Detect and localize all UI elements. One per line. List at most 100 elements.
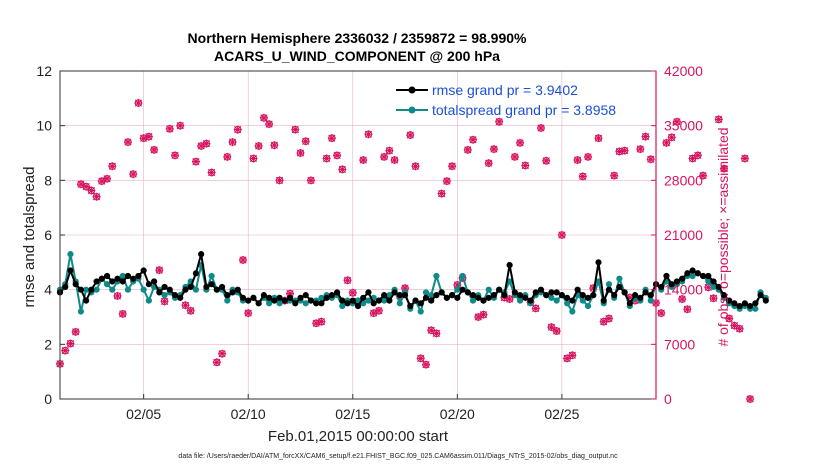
obs-assimilated-point <box>228 138 237 147</box>
rmse-point <box>726 297 733 304</box>
rmse-point <box>673 278 681 285</box>
obs-assimilated-point <box>359 156 368 165</box>
rmse-point <box>527 297 534 304</box>
y2-tick-label: 0 <box>664 391 672 407</box>
obs-assimilated-point <box>641 132 650 141</box>
rmse-point <box>307 297 315 304</box>
y2-tick-label: 28000 <box>664 172 703 188</box>
spread-point <box>83 286 90 293</box>
rmse-point <box>234 286 241 293</box>
rmse-point <box>83 297 90 304</box>
obs-assimilated-point <box>406 131 415 140</box>
obs-assimilated-point <box>197 141 206 150</box>
rmse-point <box>689 267 696 274</box>
rmse-point <box>224 292 231 299</box>
rmse-point <box>611 292 618 299</box>
obs-assimilated-point <box>437 189 446 198</box>
obs-assimilated-point <box>238 255 247 264</box>
rmse-point <box>145 281 152 288</box>
obs-assimilated-point <box>740 154 749 163</box>
obs-assimilated-point <box>291 125 300 134</box>
rmse-point <box>349 297 356 304</box>
rmse-point <box>135 272 142 280</box>
rmse-point <box>449 292 456 299</box>
rmse-point <box>454 294 461 301</box>
rmse-point <box>642 289 649 296</box>
obs-assimilated-point <box>139 134 148 143</box>
obs-assimilated-point <box>730 321 739 330</box>
obs-assimilated-point <box>547 323 556 332</box>
obs-assimilated-point <box>474 313 483 321</box>
spread-point <box>553 297 560 304</box>
obs-assimilated-point <box>521 161 530 170</box>
y-axis-label: rmse and totalspread <box>21 167 38 308</box>
obs-assimilated-point <box>699 171 708 180</box>
y-tick-label: 6 <box>44 227 52 243</box>
obs-assimilated-point <box>223 152 232 161</box>
obs-assimilated-point <box>620 146 629 155</box>
y-tick-label: 4 <box>44 282 52 298</box>
spread-point <box>705 278 712 285</box>
obs-assimilated-point <box>594 134 603 143</box>
obs-assimilated-point <box>207 168 216 177</box>
spread-point <box>752 305 759 312</box>
obs-assimilated-point <box>312 319 321 328</box>
obs-assimilated-point <box>202 139 211 148</box>
y-tick-label: 0 <box>44 391 52 407</box>
obs-assimilated-point <box>746 395 755 403</box>
y-axis-right: 0 7000 14000 21000 28000 35000 42000 <box>651 63 703 407</box>
spread-point <box>584 302 592 310</box>
rmse-point <box>658 283 665 291</box>
obs-assimilated-point <box>625 293 634 302</box>
legend: rmse grand pr = 3.9402 totalspread grand… <box>396 82 616 118</box>
obs-assimilated-point <box>599 317 608 326</box>
obs-assimilated-point <box>191 157 200 166</box>
rmse-point <box>407 302 414 310</box>
rmse-point <box>276 294 283 301</box>
rmse-point <box>245 297 252 304</box>
y2-tick-label: 21000 <box>664 227 703 243</box>
obs-assimilated-point <box>212 358 221 367</box>
legend-rmse-label: rmse grand pr = 3.9402 <box>432 82 578 98</box>
obs-assimilated-point <box>374 306 383 315</box>
spread-point <box>140 286 147 293</box>
obs-count-markers <box>56 99 755 403</box>
y-axis-left: 0 2 4 6 8 10 12 <box>36 63 65 407</box>
rmse-point <box>699 272 707 280</box>
obs-assimilated-point <box>108 162 117 171</box>
rmse-point <box>250 294 257 301</box>
obs-assimilated-point <box>76 180 85 189</box>
x-axis-label: Feb.01,2015 00:00:00 start <box>268 428 449 445</box>
obs-assimilated-point <box>61 346 70 355</box>
spread-point <box>77 308 85 315</box>
spread-point <box>266 300 273 307</box>
obs-assimilated-point <box>401 284 410 293</box>
rmse-point <box>151 278 158 285</box>
spread-point <box>605 281 613 288</box>
rmse-point <box>564 294 571 301</box>
obs-assimilated-point <box>495 117 504 126</box>
spread-point <box>454 286 461 293</box>
y-tick-label: 10 <box>36 118 52 134</box>
rmse-point <box>511 289 518 296</box>
obs-assimilated-point <box>719 164 728 173</box>
spread-point <box>124 286 132 293</box>
obs-assimilated-point <box>176 121 185 130</box>
obs-assimilated-point <box>97 177 106 186</box>
rmse-point <box>77 286 85 293</box>
spread-point <box>548 294 555 301</box>
obs-assimilated-point <box>390 156 399 165</box>
rmse-point <box>365 289 372 296</box>
rmse-point <box>93 278 100 285</box>
obs-assimilated-point <box>296 149 305 157</box>
rmse-point <box>286 294 294 301</box>
rmse-point <box>720 292 728 299</box>
spread-point <box>417 308 424 315</box>
rmse-point <box>255 300 262 307</box>
obs-assimilated-point <box>301 137 310 146</box>
rmse-point <box>600 297 607 304</box>
spread-point <box>433 272 440 280</box>
rmse-point <box>271 297 278 304</box>
spread-point <box>485 286 492 293</box>
rmse-point <box>694 270 701 277</box>
